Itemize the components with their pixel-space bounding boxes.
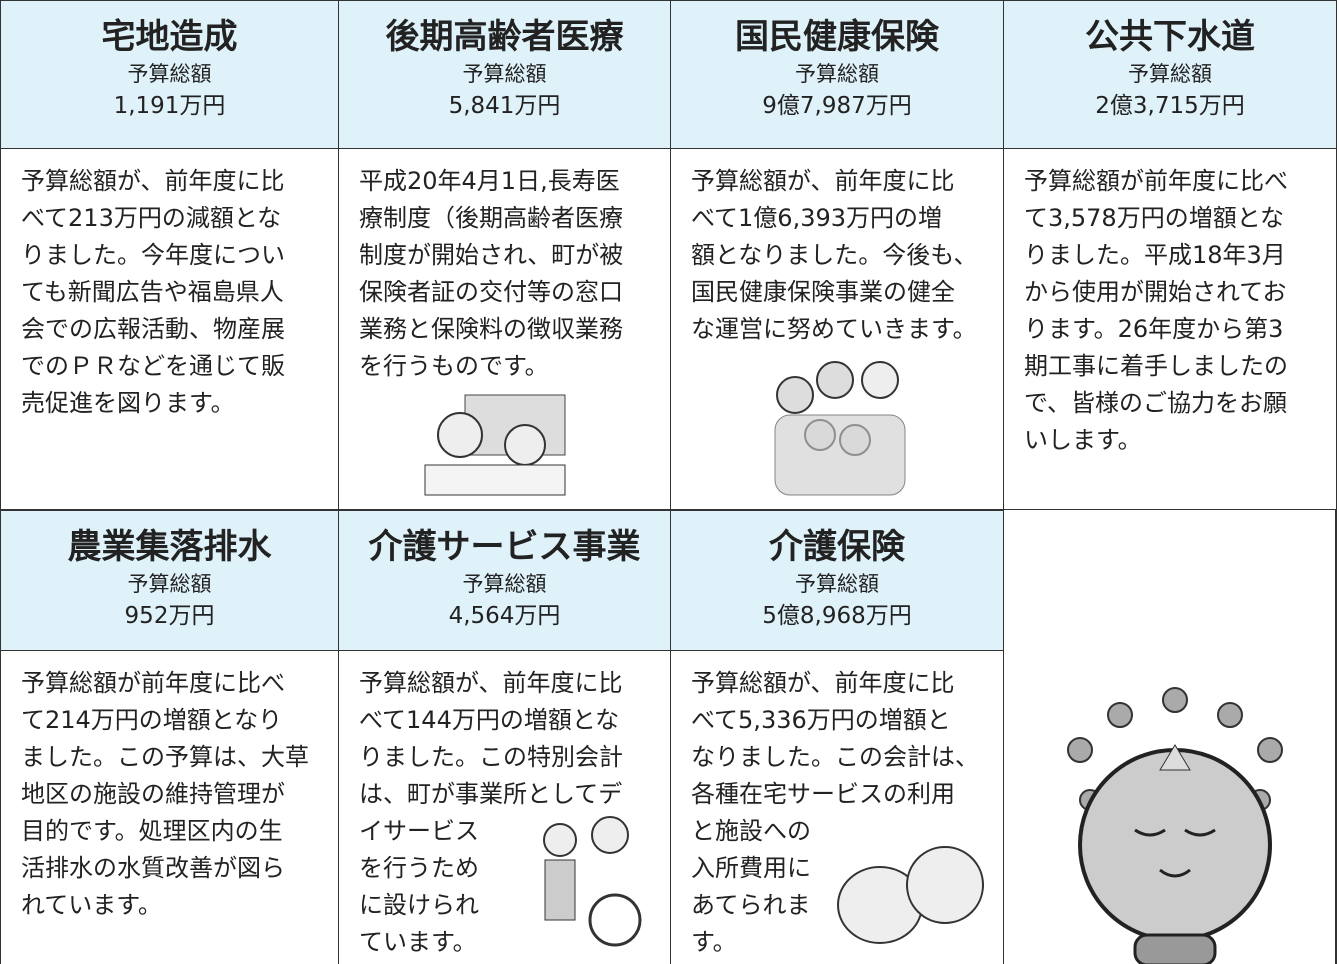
body-line: なりました。この会計は、 — [691, 743, 979, 771]
body-line: 予算総額が、前年度に比 — [21, 167, 285, 195]
budget-amount: 4,564万円 — [448, 603, 561, 629]
cell-header: 後期高齢者医療予算総額 5,841万円 — [338, 0, 671, 149]
cell-body: 平成20年4月1日,長寿医 療制度（後期高齢者医療 制度が開始され、町が被 保険者証の… — [338, 148, 671, 510]
cell-body: 予算総額が前年度に比べ て3,578万円の増額とな りました。平成18年3月 から使用… — [1003, 148, 1337, 510]
illustration — [837, 846, 984, 944]
body-line: 売促進を図ります。 — [21, 389, 235, 417]
cell-body: 予算総額が、前年度に比 べて144万円の増額とな りました。この特別会計 は、町が事業… — [338, 650, 671, 964]
body-line: 会での広報活動、物産展 — [21, 315, 285, 343]
budget-label: 予算総額 — [127, 572, 212, 596]
body-line: 期工事に着手しましたの — [1024, 352, 1288, 380]
cell-title: 介護サービス事業 — [368, 527, 641, 567]
body-line: ります。26年度から第3 — [1024, 315, 1284, 343]
body-line: て3,578万円の増額とな — [1024, 204, 1284, 232]
body-line: べて1億6,393万円の増 — [691, 204, 943, 232]
body-line: と施設への — [691, 817, 811, 845]
body-line: で、皆様のご協力をお願 — [1024, 389, 1288, 417]
budget-label: 予算総額 — [462, 572, 547, 596]
body-line: べて213万円の減額とな — [21, 204, 282, 232]
body-line: 国民健康保険事業の健全 — [691, 278, 955, 306]
frame — [1003, 510, 1337, 964]
budget-amount: 5億8,968万円 — [762, 603, 912, 629]
body-line: て214万円の増額となり — [21, 706, 283, 734]
body-line: 平成20年4月1日,長寿医 — [359, 167, 620, 195]
cell-title: 農業集落排水 — [67, 527, 272, 567]
body-line: りました。今年度につい — [21, 241, 285, 269]
budget-amount: 952万円 — [124, 603, 215, 629]
body-line: 活排水の水質改善が図ら — [21, 854, 285, 882]
cell-body: 予算総額が、前年度に比 べて1億6,393万円の増額となりました。今後も、 国民健康… — [670, 148, 1004, 510]
body-line: 予算総額が前年度に比べ — [1024, 167, 1288, 195]
body-line: は、町が事業所としてデ — [359, 780, 623, 808]
budget-label: 予算総額 — [795, 572, 879, 596]
body-line: 目的です。処理区内の生 — [21, 817, 283, 845]
cell-header: 公共下水道予算総額 2億3,715万円 — [1003, 0, 1337, 149]
budget-amount: 2億3,715万円 — [1095, 93, 1245, 119]
body-line: 療制度（後期高齢者医療 — [359, 204, 623, 232]
illustration — [774, 361, 906, 496]
budget-amount: 9億7,987万円 — [762, 93, 912, 119]
body-line: 予算総額が前年度に比べ — [21, 669, 285, 697]
illustration — [543, 816, 642, 947]
body-line: れています。 — [21, 891, 162, 919]
body-line: べて5,336万円の増額と — [691, 706, 951, 734]
mascot — [1067, 687, 1283, 964]
budget-amount: 5,841万円 — [448, 93, 561, 119]
body-line: から使用が開始されてお — [1024, 278, 1287, 306]
body-line: りました。平成18年3月 — [1024, 241, 1286, 269]
body-line: 各種在宅サービスの利用 — [691, 780, 955, 808]
body-line: 制度が開始され、町が被 — [359, 241, 624, 269]
cell-header: 介護保険予算総額 5億8,968万円 — [670, 510, 1004, 651]
budget-label: 予算総額 — [795, 62, 879, 86]
cell-title: 国民健康保険 — [735, 17, 939, 57]
body-line: あてられま — [691, 891, 811, 919]
body-line: な運営に努めていきます。 — [691, 315, 977, 343]
body-line: いします。 — [1024, 426, 1142, 454]
body-line: 予算総額が、前年度に比 — [359, 669, 623, 697]
cell-header: 宅地造成予算総額 1,191万円 — [0, 0, 339, 149]
cell-body: 予算総額が前年度に比べ て214万円の増額となり ました。この予算は、大草 地区の施設… — [0, 650, 339, 964]
body-line: 入所費用に — [691, 854, 811, 882]
cell-header: 農業集落排水予算総額 952万円 — [0, 510, 339, 651]
illustration — [424, 394, 566, 496]
cell-body: 予算総額が、前年度に比 べて213万円の減額とな りました。今年度につい ても新聞広告… — [0, 148, 339, 510]
body-line: を行うため — [359, 854, 479, 882]
body-line: 保険者証の交付等の窓口 — [359, 278, 623, 306]
cell-title: 公共下水道 — [1085, 17, 1255, 57]
budget-amount: 1,191万円 — [113, 93, 226, 119]
body-line: でのＰＲなどを通じて販 — [21, 352, 285, 380]
body-line: 額となりました。今後も、 — [691, 241, 978, 269]
body-line: ても新聞広告や福島県人 — [21, 278, 284, 306]
cell-title: 宅地造成 — [101, 17, 238, 57]
body-line: べて144万円の増額とな — [359, 706, 620, 734]
body-line: を行うものです。 — [359, 352, 549, 380]
cell-header: 国民健康保険予算総額 9億7,987万円 — [670, 0, 1004, 149]
body-line: 予算総額が、前年度に比 — [691, 669, 955, 697]
body-line: ています。 — [359, 928, 477, 956]
cell-title: 後期高齢者医療 — [385, 17, 624, 57]
body-line: 業務と保険料の徴収業務 — [359, 315, 623, 343]
body-line: 予算総額が、前年度に比 — [691, 167, 955, 195]
body-line: す。 — [691, 928, 737, 956]
budget-label: 予算総額 — [462, 62, 547, 86]
cell-title: 介護保険 — [769, 527, 905, 567]
budget-label: 予算総額 — [1128, 62, 1212, 86]
body-line: 地区の施設の維持管理が — [21, 780, 285, 808]
budget-label: 予算総額 — [127, 62, 212, 86]
body-line: りました。この特別会計 — [359, 743, 623, 771]
body-line: に設けられ — [359, 891, 479, 919]
cell-header: 介護サービス事業予算総額 4,564万円 — [338, 510, 671, 651]
body-line: ました。この予算は、大草 — [21, 743, 309, 771]
body-line: イサービス — [359, 817, 479, 845]
cell-body: 予算総額が、前年度に比 べて5,336万円の増額と なりました。この会計は、 各種在宅… — [670, 650, 1004, 964]
